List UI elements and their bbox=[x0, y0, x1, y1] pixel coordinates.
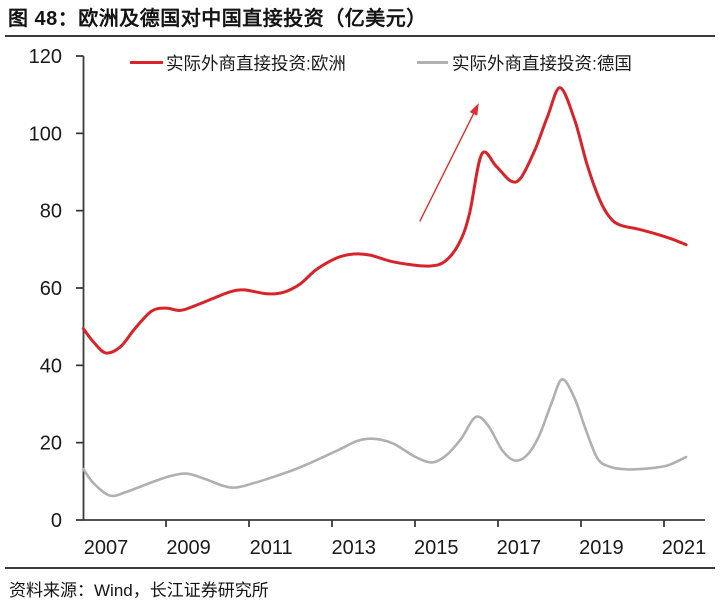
legend-label-europe: 实际外商直接投资:欧洲 bbox=[166, 54, 346, 74]
y-axis-label: 20 bbox=[40, 433, 62, 455]
y-axis-label: 80 bbox=[40, 201, 62, 223]
footer-divider-rule bbox=[5, 567, 715, 569]
y-axis-label: 0 bbox=[51, 510, 62, 532]
x-axis-label: 2021 bbox=[662, 537, 707, 559]
x-axis-label: 2015 bbox=[414, 537, 459, 559]
legend-label-germany: 实际外商直接投资:德国 bbox=[452, 54, 632, 74]
x-axis-label: 2011 bbox=[250, 537, 293, 559]
series-line-europe bbox=[81, 86, 688, 355]
y-axis-label: 40 bbox=[40, 355, 62, 377]
y-axis-label: 100 bbox=[29, 123, 62, 145]
x-axis-label: 2007 bbox=[84, 537, 129, 559]
series-line-germany bbox=[82, 378, 688, 498]
y-axis-label: 120 bbox=[29, 46, 62, 68]
x-axis-label: 2017 bbox=[497, 537, 542, 559]
x-axis-label: 2009 bbox=[166, 537, 211, 559]
x-axis-label: 2019 bbox=[579, 537, 624, 559]
title-divider-rule bbox=[5, 35, 715, 37]
y-axis-label: 60 bbox=[40, 278, 62, 300]
source-note: 资料来源：Wind，长江证券研究所 bbox=[9, 581, 269, 600]
axis-lines bbox=[82, 56, 705, 521]
trend-arrow-shaft bbox=[419, 109, 477, 222]
figure-title: 图 48：欧洲及德国对中国直接投资（亿美元） bbox=[8, 8, 427, 30]
x-axis-label: 2013 bbox=[331, 537, 376, 559]
trend-arrow-head bbox=[469, 103, 479, 116]
